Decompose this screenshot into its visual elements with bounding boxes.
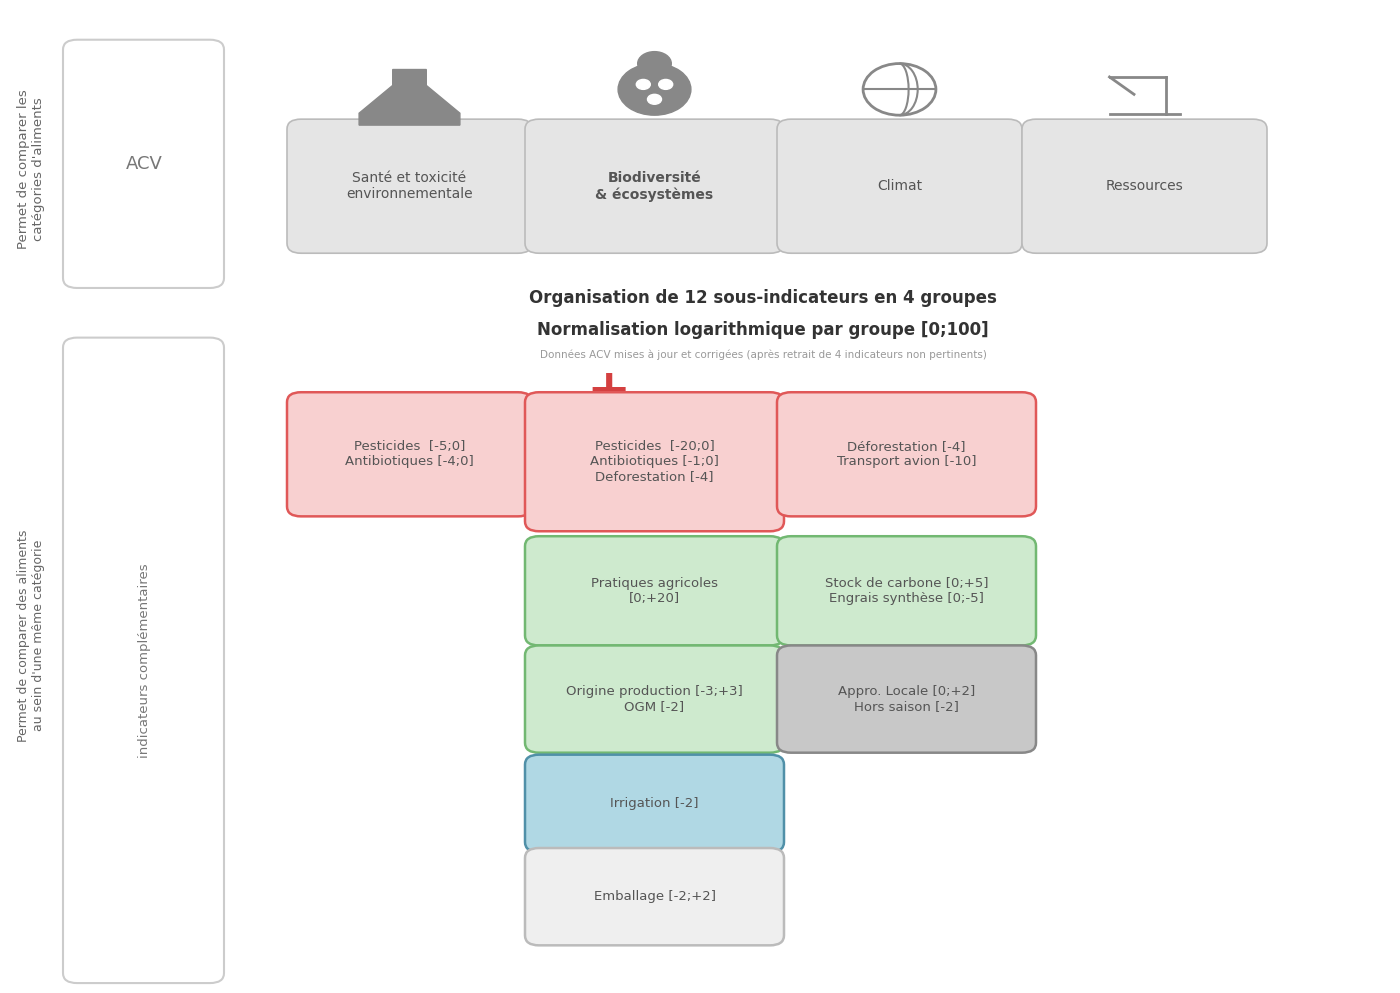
Text: Santé et toxicité
environnementale: Santé et toxicité environnementale (346, 171, 473, 202)
Circle shape (638, 52, 672, 75)
Text: Origine production [-3;+3]
OGM [-2]: Origine production [-3;+3] OGM [-2] (566, 685, 743, 713)
Text: Climat: Climat (876, 179, 923, 194)
Circle shape (637, 79, 651, 89)
FancyBboxPatch shape (525, 392, 784, 531)
Text: indicateurs complémentaires: indicateurs complémentaires (137, 563, 151, 758)
FancyBboxPatch shape (63, 338, 224, 983)
FancyBboxPatch shape (287, 392, 532, 516)
FancyBboxPatch shape (777, 536, 1036, 645)
Text: Pesticides  [-5;0]
Antibiotiques [-4;0]: Pesticides [-5;0] Antibiotiques [-4;0] (346, 440, 473, 469)
Text: Appro. Locale [0;+2]
Hors saison [-2]: Appro. Locale [0;+2] Hors saison [-2] (837, 685, 976, 713)
Text: Normalisation logarithmique par groupe [0;100]: Normalisation logarithmique par groupe [… (538, 321, 988, 339)
PathPatch shape (358, 70, 459, 125)
Text: Déforestation [-4]
Transport avion [-10]: Déforestation [-4] Transport avion [-10] (837, 440, 976, 469)
FancyBboxPatch shape (777, 119, 1022, 253)
FancyBboxPatch shape (525, 645, 784, 753)
Text: ACV: ACV (126, 155, 162, 173)
FancyBboxPatch shape (777, 392, 1036, 516)
FancyBboxPatch shape (525, 536, 784, 645)
Text: Stock de carbone [0;+5]
Engrais synthèse [0;-5]: Stock de carbone [0;+5] Engrais synthèse… (825, 577, 988, 605)
Circle shape (647, 94, 661, 104)
FancyBboxPatch shape (525, 848, 784, 945)
Text: +: + (587, 366, 631, 418)
Text: Données ACV mises à jour et corrigées (après retrait de 4 indicateurs non pertin: Données ACV mises à jour et corrigées (a… (539, 350, 987, 359)
Text: Ressources: Ressources (1106, 179, 1183, 194)
FancyBboxPatch shape (287, 119, 532, 253)
FancyBboxPatch shape (525, 755, 784, 852)
Text: Pratiques agricoles
[0;+20]: Pratiques agricoles [0;+20] (591, 577, 718, 605)
Circle shape (619, 64, 692, 115)
Text: Organisation de 12 sous-indicateurs en 4 groupes: Organisation de 12 sous-indicateurs en 4… (529, 289, 997, 307)
Text: Pesticides  [-20;0]
Antibiotiques [-1;0]
Deforestation [-4]: Pesticides [-20;0] Antibiotiques [-1;0] … (589, 440, 720, 484)
FancyBboxPatch shape (525, 119, 784, 253)
Circle shape (659, 79, 673, 89)
FancyBboxPatch shape (63, 40, 224, 288)
FancyBboxPatch shape (777, 645, 1036, 753)
Text: Permet de comparer des aliments
au sein d'une même catégorie: Permet de comparer des aliments au sein … (17, 529, 45, 742)
Text: Emballage [-2;+2]: Emballage [-2;+2] (594, 890, 715, 904)
Text: Biodiversité
& écosystèmes: Biodiversité & écosystèmes (595, 171, 714, 202)
FancyBboxPatch shape (1022, 119, 1267, 253)
Text: Permet de comparer les
catégories d'aliments: Permet de comparer les catégories d'alim… (17, 89, 45, 248)
Text: Irrigation [-2]: Irrigation [-2] (610, 796, 699, 810)
